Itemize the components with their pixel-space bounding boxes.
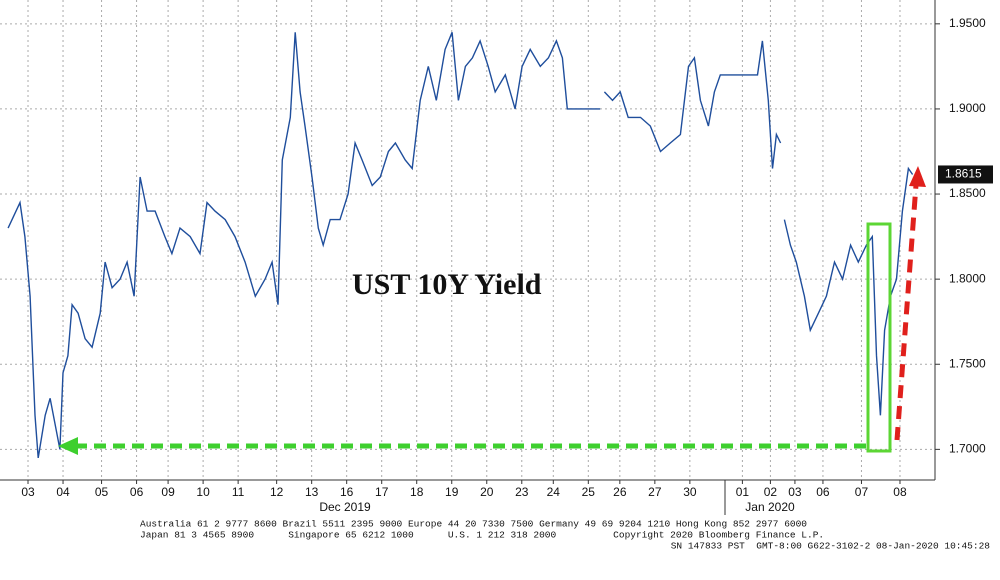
y-tick-label: 1.9500 [949,16,986,30]
x-tick-label: 12 [270,485,284,499]
x-tick-label: 17 [375,485,389,499]
arrow-head [909,166,926,187]
x-tick-label: 09 [161,485,175,499]
x-tick-label: 03 [788,485,802,499]
footer-line: SN 147833 PST GMT-8:00 G622-3102-2 08-Ja… [671,541,991,552]
footer-line: Japan 81 3 4565 8900 Singapore 65 6212 1… [140,530,824,541]
highlight-box [866,222,892,453]
x-tick-label: 06 [130,485,144,499]
x-tick-label: 30 [683,485,697,499]
x-tick-label: 11 [232,485,245,499]
x-tick-label: 05 [95,485,109,499]
last-value-box [938,165,993,184]
x-tick-label: 25 [582,485,596,499]
x-tick-label: 23 [515,485,529,499]
x-tick-label: 03 [21,485,35,499]
x-tick-label: 16 [340,485,354,499]
x-tick-label: 10 [196,485,210,499]
month-label: Jan 2020 [745,500,795,514]
x-tick-label: 20 [480,485,494,499]
grid [0,0,935,480]
x-tick-label: 01 [736,485,750,499]
x-tick-label: 07 [855,485,869,499]
x-tick-label: 19 [445,485,459,499]
yield-line [7,32,914,459]
y-tick-label: 1.7500 [949,356,986,370]
rally-arrow [894,184,919,441]
last-value-label: 1.8615 [945,167,982,181]
y-tick-label: 1.8000 [949,271,986,285]
month-label: Dec 2019 [319,500,371,514]
arrow-head [58,437,78,455]
chart-title: UST 10Y Yield [352,268,542,301]
x-tick-label: 02 [764,485,778,499]
x-tick-label: 26 [613,485,627,499]
y-tick-label: 1.7000 [949,442,986,456]
x-tick-label: 08 [893,485,907,499]
x-tick-label: 13 [305,485,319,499]
footer-line: Australia 61 2 9777 8600 Brazil 5511 239… [140,519,807,530]
y-tick-label: 1.9000 [949,101,986,115]
x-tick-label: 04 [56,485,70,499]
y-tick-label: 1.8500 [949,186,986,200]
x-tick-label: 24 [547,485,561,499]
x-tick-label: 18 [410,485,424,499]
x-tick-label: 27 [648,485,662,499]
plot [7,32,914,459]
x-tick-label: 06 [816,485,830,499]
